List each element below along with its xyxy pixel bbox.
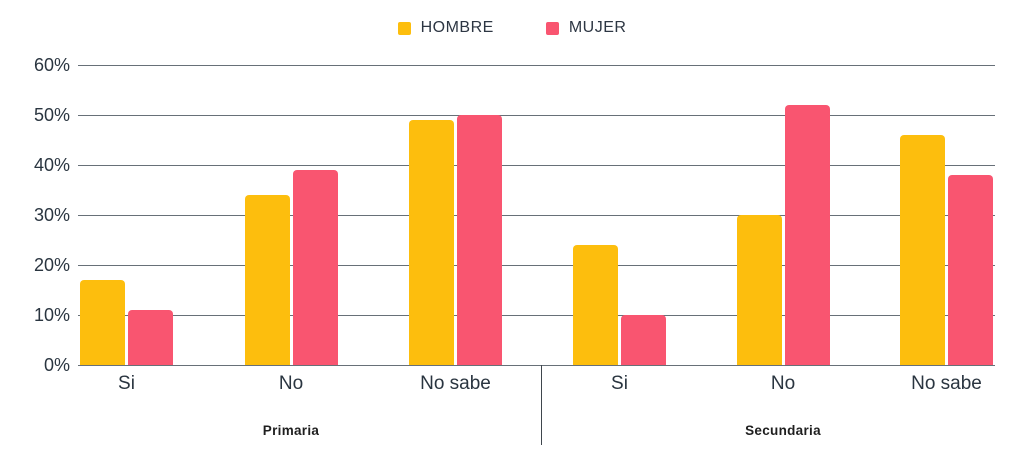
- bar-mujer-no-primaria: [292, 170, 338, 365]
- category-label: No: [278, 373, 304, 394]
- bar-hombre-no-secundaria: [736, 215, 782, 365]
- group-divider: [541, 365, 542, 445]
- y-tick-label: 20%: [33, 255, 70, 275]
- bar-mujer-no-sabe-primaria: [457, 115, 502, 365]
- bar-hombre-no-primaria: [244, 195, 290, 365]
- y-tick-label: 30%: [33, 205, 70, 225]
- y-tick-label: 60%: [33, 55, 70, 75]
- bar-mujer-si-secundaria: [621, 315, 666, 365]
- bar-hombre-si-secundaria: [573, 245, 618, 365]
- bar-group-primaria: Si No No sabe Primaria: [80, 65, 502, 438]
- bar-hombre-no-sabe-secundaria: [900, 135, 945, 365]
- legend-item-mujer: MUJER: [545, 19, 627, 36]
- y-tick-label: 40%: [33, 155, 70, 175]
- bar-pair-si: Si: [573, 65, 666, 393]
- legend-label: HOMBRE: [420, 19, 494, 36]
- legend-swatch-icon: [545, 21, 559, 35]
- group-label-primaria: Primaria: [262, 423, 320, 438]
- group-label-secundaria: Secundaria: [745, 423, 821, 438]
- gridline: [78, 65, 995, 66]
- legend-swatch-icon: [397, 21, 411, 35]
- legend-label: MUJER: [568, 19, 627, 36]
- bar-group-secundaria: Si No No sabe Secundaria: [573, 65, 993, 438]
- bar-hombre-no-sabe-primaria: [409, 120, 454, 365]
- category-label: Si: [118, 373, 135, 394]
- bar-hombre-si-primaria: [80, 280, 125, 365]
- bar-pair-no-sabe: No sabe: [409, 65, 502, 393]
- y-tick-label: 10%: [33, 305, 70, 325]
- gridline: [78, 215, 995, 216]
- gridline: [78, 315, 995, 316]
- bar-pair-no: No: [244, 65, 338, 393]
- x-axis-line: [78, 365, 995, 366]
- bar-mujer-no-sabe-secundaria: [948, 175, 993, 365]
- gridline: [78, 165, 995, 166]
- category-label: No sabe: [420, 373, 491, 394]
- bar-pair-no-sabe: No sabe: [900, 65, 993, 393]
- gridline: [78, 115, 995, 116]
- category-label: Si: [611, 373, 628, 394]
- y-axis-labels: 0% 10% 20% 30% 40% 50% 60%: [0, 56, 70, 374]
- bar-pair-no: No: [736, 65, 830, 393]
- chart-legend: HOMBRE MUJER: [0, 20, 1024, 36]
- gridline: [78, 265, 995, 266]
- bar-mujer-no-secundaria: [784, 105, 830, 365]
- y-tick-label: 50%: [33, 105, 70, 125]
- bar-pair-si: Si: [80, 65, 173, 393]
- category-label: No: [770, 373, 796, 394]
- y-tick-label: 0%: [43, 355, 70, 375]
- category-label: No sabe: [911, 373, 982, 394]
- bar-mujer-si-primaria: [128, 310, 173, 365]
- legend-item-hombre: HOMBRE: [397, 19, 494, 36]
- plot-area: Si No No sabe Primaria Si No No sabe Secundaria: [78, 65, 995, 445]
